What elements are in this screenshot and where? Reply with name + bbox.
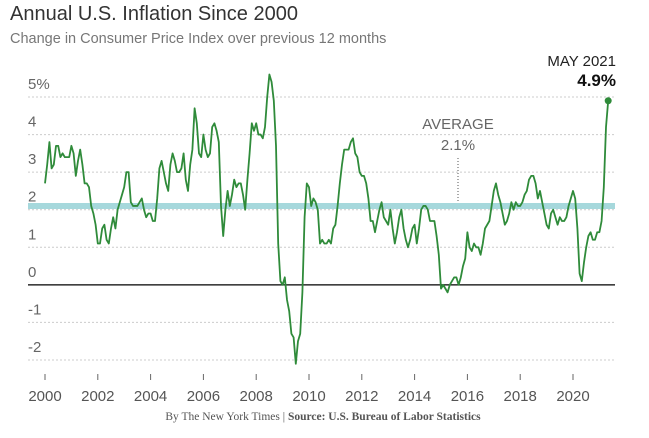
end-point — [604, 97, 612, 105]
source: Source: U.S. Bureau of Labor Statistics — [288, 411, 481, 423]
average-value-label: 2.1% — [441, 137, 475, 154]
x-tick-label: 2016 — [451, 388, 484, 405]
x-tick-label: 2008 — [240, 388, 273, 405]
end-date-label: MAY 2021 — [547, 53, 616, 70]
y-tick-label: -2 — [28, 339, 41, 356]
inflation-line — [44, 73, 610, 365]
y-tick-label: 3 — [28, 151, 36, 168]
y-tick-label: 2 — [28, 189, 36, 206]
x-tick-label: 2018 — [504, 388, 537, 405]
x-tick-label: 2004 — [134, 388, 167, 405]
credit: By The New York Times — [165, 411, 280, 423]
separator: | — [280, 411, 288, 423]
end-value-label: 4.9% — [577, 71, 616, 90]
y-tick-label: -1 — [28, 301, 41, 318]
x-tick-label: 2002 — [81, 388, 114, 405]
y-tick-label: 4 — [28, 114, 36, 131]
y-tick-label: 0 — [28, 264, 36, 281]
x-tick-label: 2010 — [292, 388, 325, 405]
x-tick-label: 2012 — [345, 388, 378, 405]
x-tick-label: 2014 — [398, 388, 431, 405]
chart-title: Annual U.S. Inflation Since 2000 — [10, 3, 298, 25]
chart-subtitle: Change in Consumer Price Index over prev… — [10, 31, 386, 47]
y-tick-label: 5% — [28, 76, 50, 93]
source-line: By The New York Times | Source: U.S. Bur… — [165, 411, 481, 423]
x-tick-label: 2020 — [556, 388, 589, 405]
x-tick-label: 2006 — [187, 388, 220, 405]
average-label: AVERAGE — [422, 116, 493, 133]
x-tick-label: 2000 — [28, 388, 61, 405]
y-tick-label: 1 — [28, 226, 36, 243]
